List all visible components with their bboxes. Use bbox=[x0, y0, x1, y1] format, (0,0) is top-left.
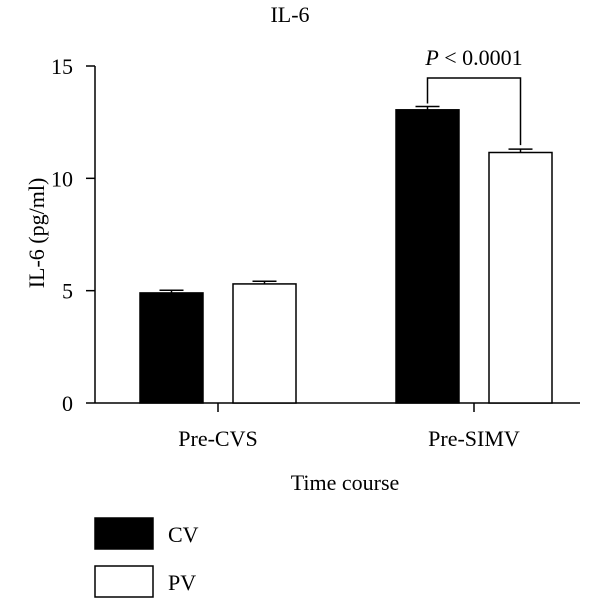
legend-swatch bbox=[94, 565, 154, 598]
legend: CV PV bbox=[94, 517, 199, 598]
x-axis: Pre-CVS Pre-SIMV bbox=[95, 402, 580, 451]
x-tick-label: Pre-CVS bbox=[178, 426, 257, 451]
bar bbox=[488, 151, 553, 404]
significance-annotation: P < 0.0001 bbox=[424, 45, 523, 146]
y-tick-label: 10 bbox=[51, 166, 73, 191]
y-axis-title: IL-6 (pg/ml) bbox=[24, 178, 49, 289]
x-tick-label: Pre-SIMV bbox=[428, 426, 520, 451]
bar bbox=[395, 109, 460, 404]
bars bbox=[139, 109, 553, 404]
bar bbox=[139, 292, 204, 404]
legend-label: CV bbox=[168, 522, 199, 547]
y-tick-label: 5 bbox=[62, 279, 73, 304]
legend-label: PV bbox=[168, 570, 196, 595]
chart-title: IL-6 bbox=[270, 2, 309, 27]
y-tick-label: 0 bbox=[62, 391, 73, 416]
x-axis-title: Time course bbox=[291, 470, 400, 495]
legend-swatch bbox=[94, 517, 154, 550]
significance-bracket bbox=[426, 77, 522, 146]
error-bars bbox=[159, 105, 533, 293]
y-tick-label: 15 bbox=[51, 54, 73, 79]
p-value-text: < 0.0001 bbox=[439, 45, 523, 70]
p-value-italic: P bbox=[424, 45, 438, 70]
bar bbox=[232, 283, 297, 404]
y-axis: 0 5 10 15 bbox=[51, 54, 96, 416]
p-value-label: P < 0.0001 bbox=[424, 45, 522, 70]
